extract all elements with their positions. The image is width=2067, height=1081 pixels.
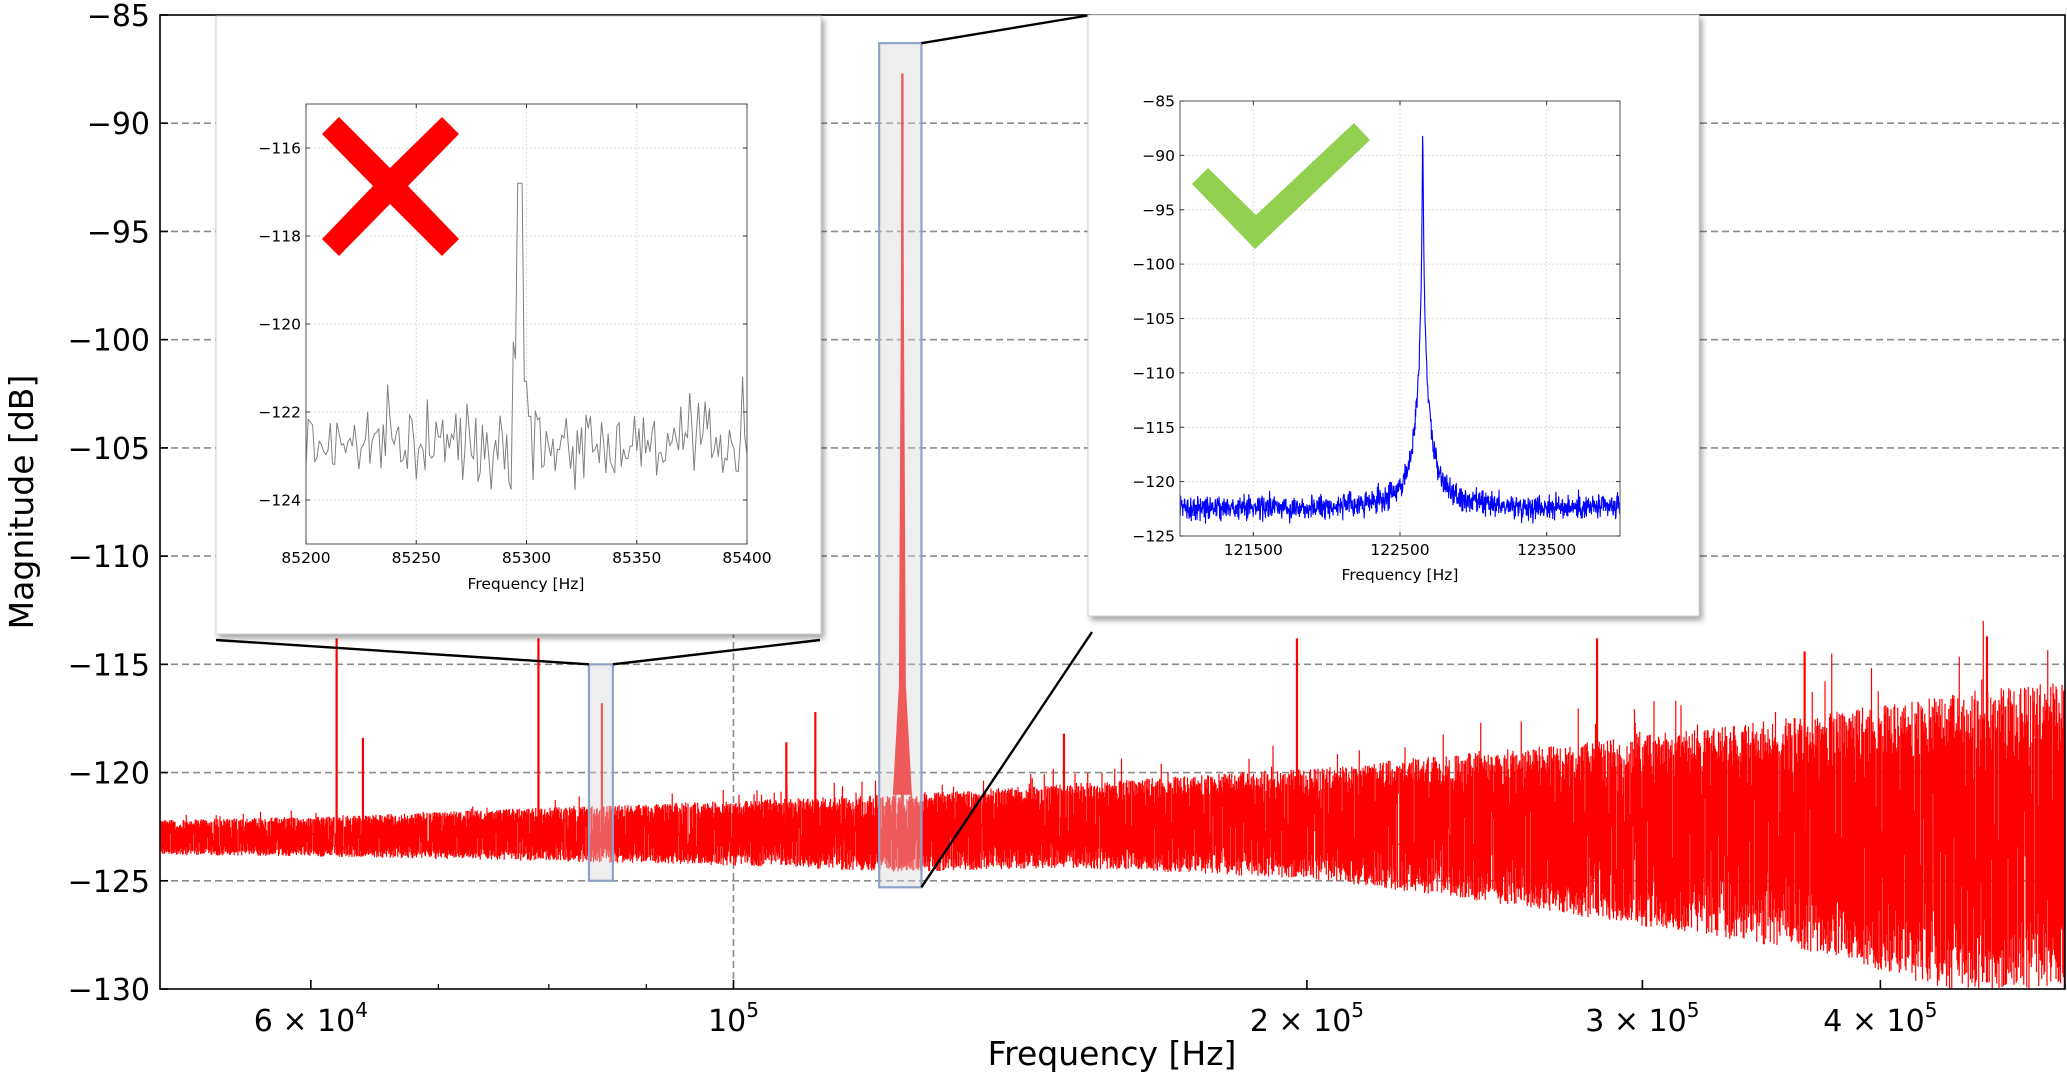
y-tick-label: −115 (68, 648, 150, 683)
connector-line (215, 638, 590, 666)
inset-x-tick-label: 123500 (1517, 541, 1576, 559)
inset-y-tick-label: −120 (258, 316, 301, 334)
x-tick-exponent: 5 (1687, 998, 1700, 1022)
spectrum-series (160, 73, 2065, 989)
y-tick-label: −120 (68, 757, 150, 792)
y-tick-label: −100 (68, 324, 150, 359)
inset-series (306, 182, 747, 490)
y-axis-label: Magnitude [dB] (2, 375, 41, 630)
y-tick-label: −85 (87, 0, 150, 34)
y-tick-label: −105 (68, 432, 150, 467)
inset-x-tick-label: 85350 (612, 549, 661, 567)
x-tick-exponent: 5 (1925, 998, 1938, 1022)
inset-y-tick-label: −95 (1142, 201, 1175, 219)
rejected-peak-inset: −116 −118 −120 −122 −124 85200 85250 85300 85350… (215, 15, 822, 635)
inset-x-tick-label: 85200 (281, 549, 330, 567)
x-tick-mantissa: 4 × 10 (1823, 1004, 1924, 1039)
resonance-skirt (892, 73, 912, 795)
x-tick-exponent: 5 (746, 998, 759, 1022)
x-tick-exponent: 5 (1351, 998, 1364, 1022)
inset-x-axis-label: Frequency [Hz] (1342, 566, 1459, 584)
x-tick-exponent: 4 (355, 998, 368, 1022)
connector-line (921, 13, 1092, 45)
inset-trace (306, 182, 747, 490)
x-tick-label: 4 × 105 (1823, 998, 1937, 1039)
inset-y-tick-label: −105 (1132, 310, 1175, 328)
inset-y-tick-label: −125 (1132, 528, 1175, 546)
inset-axes: −116 −118 −120 −122 −124 85200 85250 85300 85350… (258, 103, 772, 567)
y-tick-label: −110 (68, 540, 150, 575)
inset-x-tick-label: 121500 (1224, 541, 1283, 559)
accepted-peak-inset: −85 −90 −95 −100 −105 −110 −115 −120 −125 121500 1… (1087, 14, 1700, 617)
y-tick-label: −125 (68, 865, 150, 900)
main-axes: −85 −90 −95 −100 −105 −110 −115 −120 −125 −130 6 ×… (68, 0, 2066, 1039)
highlight-regions (587, 42, 923, 889)
x-tick-label: 105 (708, 998, 759, 1039)
inset-y-tick-label: −115 (1132, 419, 1175, 437)
inset-y-tick-label: −124 (258, 492, 301, 510)
x-tick-label: 3 × 105 (1585, 998, 1699, 1039)
inset-y-tick-label: −110 (1132, 364, 1175, 382)
y-tick-label: −90 (87, 107, 150, 142)
zoom-connectors (215, 13, 1093, 888)
rejected-peak-region (587, 663, 614, 882)
x-tick-label: 6 × 104 (254, 998, 368, 1039)
inset-y-tick-label: −90 (1142, 147, 1175, 165)
inset-y-tick-label: −118 (258, 228, 301, 246)
inset-series (1180, 135, 1620, 524)
inset-x-tick-label: 85300 (502, 549, 551, 567)
x-tick-mantissa: 10 (708, 1004, 746, 1039)
inset-y-tick-label: −85 (1142, 93, 1175, 111)
inset-x-tick-label: 85400 (722, 549, 771, 567)
inset-x-axis-label: Frequency [Hz] (468, 575, 585, 593)
y-tick-label: −130 (68, 973, 150, 1008)
inset-y-tick-label: −100 (1132, 256, 1175, 274)
inset-axes: −85 −90 −95 −100 −105 −110 −115 −120 −125 121500 1… (1132, 93, 1621, 559)
connector-line (612, 638, 821, 666)
inset-trace (1180, 135, 1620, 524)
inset-x-tick-label: 85250 (392, 549, 441, 567)
noise-band (160, 620, 2065, 989)
x-tick-mantissa: 2 × 10 (1250, 1004, 1351, 1039)
inset-x-tick-label: 122500 (1370, 541, 1429, 559)
inset-y-tick-label: −116 (258, 140, 301, 158)
x-axis-label: Frequency [Hz] (988, 1034, 1237, 1073)
inset-y-tick-label: −120 (1132, 473, 1175, 491)
x-tick-mantissa: 3 × 10 (1585, 1004, 1686, 1039)
inset-y-tick-label: −122 (258, 404, 301, 422)
check-mark-icon (1192, 123, 1370, 249)
x-tick-mantissa: 6 × 10 (254, 1004, 355, 1039)
accepted-peak-region (878, 42, 923, 889)
x-tick-label: 2 × 105 (1250, 998, 1364, 1039)
cross-mark-icon (322, 117, 459, 256)
y-tick-label: −95 (87, 215, 150, 250)
inset-frame (215, 15, 822, 635)
connector-line (920, 631, 1093, 888)
